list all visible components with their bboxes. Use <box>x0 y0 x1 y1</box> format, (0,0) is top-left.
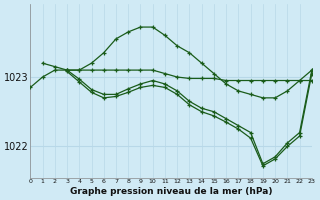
X-axis label: Graphe pression niveau de la mer (hPa): Graphe pression niveau de la mer (hPa) <box>70 187 272 196</box>
